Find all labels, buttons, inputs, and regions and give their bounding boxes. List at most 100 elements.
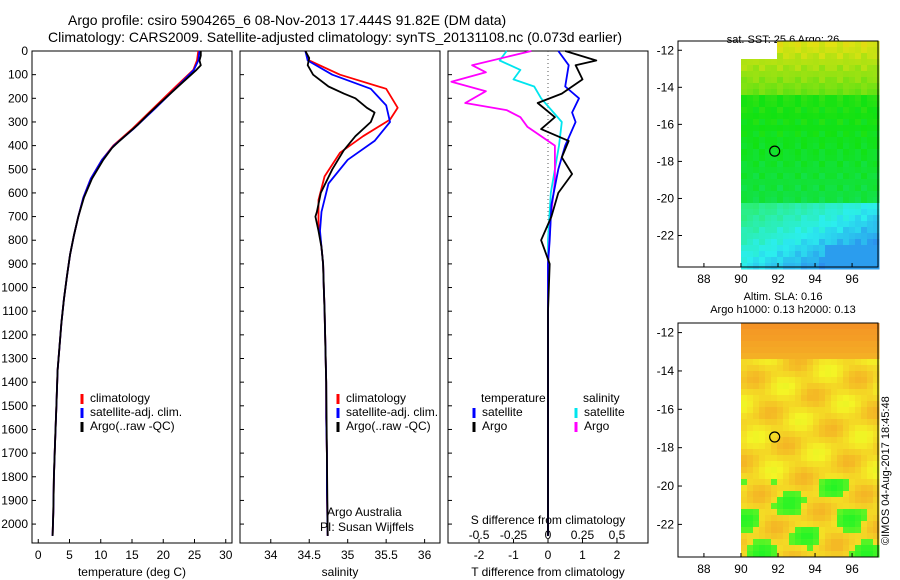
salinity-diff-legend-label: Argo — [584, 419, 610, 433]
sla-map-cell — [795, 329, 802, 336]
sla-map-cell — [765, 359, 772, 366]
sst-map-cell — [849, 119, 856, 126]
sst-map-cell — [813, 89, 820, 96]
sst-map-cell — [837, 263, 844, 270]
sst-map-cell — [813, 95, 820, 102]
sla-map-cell — [843, 407, 850, 414]
sla-map-cell — [759, 377, 766, 384]
sla-map-cell — [837, 509, 844, 516]
sla-map-cell — [777, 467, 784, 474]
salinity-axis-title: salinity — [322, 565, 359, 579]
pressure-tick-label: 1500 — [1, 399, 28, 413]
sst-map-cell — [825, 173, 832, 180]
sla-map-cell — [759, 407, 766, 414]
sst-map-cell — [873, 263, 880, 270]
sla-map-cell — [801, 497, 808, 504]
sla-map-cell — [759, 353, 766, 360]
sst-map-cell — [783, 173, 790, 180]
sst-map-cell — [747, 107, 754, 114]
sst-map-cell — [783, 191, 790, 198]
sst-map-cell — [801, 113, 808, 120]
sst-map-cell — [855, 203, 862, 210]
sla-map-cell — [867, 335, 874, 342]
sst-map-cell — [789, 215, 796, 222]
sst-map-cell — [873, 185, 880, 192]
sla-map-cell — [807, 371, 814, 378]
sst-map-cell — [741, 149, 748, 156]
sst-map-cell — [747, 167, 754, 174]
sla-map-cell — [855, 455, 862, 462]
sla-map-cell — [819, 389, 826, 396]
sst-map-cell — [843, 47, 850, 54]
sla-map-cell — [843, 425, 850, 432]
sst-map-cell — [801, 227, 808, 234]
sla-map-cell — [849, 503, 856, 510]
sla-map-cell — [783, 509, 790, 516]
sla-map-cell — [783, 533, 790, 540]
temperature-argo-diff-line — [538, 51, 597, 536]
sla-map-cell — [843, 455, 850, 462]
pressure-tick-label: 100 — [8, 68, 28, 82]
sla-map-cell — [807, 473, 814, 480]
sst-map-cell — [831, 125, 838, 132]
sst-map-cell — [843, 71, 850, 78]
sst-map-cell — [825, 263, 832, 270]
sla-map-cell — [771, 377, 778, 384]
sla-map-cell — [831, 341, 838, 348]
sst-map-cell — [843, 89, 850, 96]
sst-map-cell — [807, 131, 814, 138]
sla-map-cell — [747, 371, 754, 378]
sst-map-cell — [867, 95, 874, 102]
sla-map-cell — [771, 389, 778, 396]
sst-map-cell — [747, 191, 754, 198]
sla-map-cell — [849, 431, 856, 438]
sst-map-cell — [819, 59, 826, 66]
sst-map-cell — [867, 167, 874, 174]
sla-map-cell — [867, 395, 874, 402]
sst-map-cell — [873, 101, 880, 108]
sst-map-cell — [801, 161, 808, 168]
sla-map-cell — [753, 329, 760, 336]
sla-map-cell — [777, 347, 784, 354]
sst-map-cell — [867, 47, 874, 54]
temperature-plot-frame — [32, 51, 232, 543]
sla-map-cell — [759, 341, 766, 348]
sla-map-cell — [741, 443, 748, 450]
sst-map-cell — [855, 137, 862, 144]
sla-map-cell — [807, 497, 814, 504]
sst-map-cell — [831, 41, 838, 48]
sst-map-cell — [849, 83, 856, 90]
sla-map-cell — [759, 503, 766, 510]
sst-map-cell — [831, 239, 838, 246]
sla-map-cell — [801, 431, 808, 438]
sst-map-cell — [831, 233, 838, 240]
sla-map-cell — [843, 389, 850, 396]
sla-map-cell — [753, 497, 760, 504]
sla-map-cell — [807, 347, 814, 354]
sla-map-cell — [777, 329, 784, 336]
sst-map-cell — [819, 101, 826, 108]
sst-map-cell — [795, 203, 802, 210]
sla-map-cell — [819, 407, 826, 414]
sst-map-cell — [861, 53, 868, 60]
sla-map-cell — [867, 329, 874, 336]
sla-map-cell — [813, 389, 820, 396]
sst-map-cell — [807, 107, 814, 114]
sst-map-cell — [795, 197, 802, 204]
sst-map-cell — [837, 251, 844, 258]
sla-map-cell — [783, 497, 790, 504]
sla-map-cell — [741, 407, 748, 414]
sst-map-cell — [813, 59, 820, 66]
sla-map-cell — [771, 335, 778, 342]
sla-map-cell — [837, 419, 844, 426]
sla-map-cell — [831, 335, 838, 342]
sst-lon-tick-label: 94 — [808, 272, 822, 286]
sla-map-cell — [819, 443, 826, 450]
sla-map-cell — [753, 467, 760, 474]
sla-map-cell — [861, 485, 868, 492]
sla-map-cell — [807, 377, 814, 384]
sla-map-cell — [831, 497, 838, 504]
sst-map-cell — [855, 83, 862, 90]
sst-map-cell — [759, 209, 766, 216]
sst-map-cell — [819, 197, 826, 204]
